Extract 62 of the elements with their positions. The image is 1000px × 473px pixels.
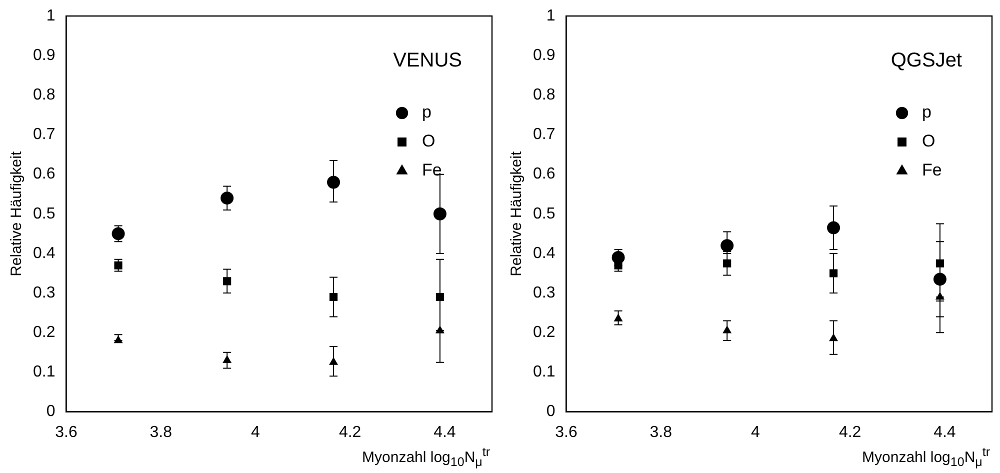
point [612,250,625,264]
point [933,272,946,286]
x-tick-label: 4.2 [338,424,362,441]
x-tick-label: 4.4 [934,424,956,441]
point [614,314,622,322]
y-tick-label: 0.9 [32,46,56,64]
point [936,292,944,300]
x-tick-label: 3.8 [650,424,672,441]
y-tick-label: 0.2 [532,324,556,342]
x-tick-label: 4 [751,424,760,441]
y-tick-label: 1 [46,7,56,24]
text: QGSJet [890,50,962,72]
y-tick-label: 0.2 [32,324,56,342]
y-tick-label: 0 [546,403,556,420]
point [829,334,838,342]
y-tick-label: 1 [546,7,556,24]
x-tick-label: 4.4 [434,424,456,441]
y-tick-label: 0.3 [32,284,56,302]
point [436,292,444,302]
y-tick-label: 0.1 [32,364,56,381]
point [936,259,944,268]
legend-label: Fe [922,160,942,180]
point [220,192,234,205]
y-tick-label: 0.6 [32,166,56,183]
x-tick-label: 4 [251,424,260,441]
y-tick-label: 0.6 [532,166,556,183]
legend-label: p [422,102,432,122]
legend-label: O [922,132,936,151]
point [329,358,338,365]
point [436,326,444,334]
point [722,326,732,334]
x-tick-label: 3.6 [555,424,578,441]
point [433,207,446,220]
legend-label: p [922,102,932,122]
point [223,277,232,286]
point [827,221,840,234]
point [329,292,338,302]
y-tick-label: 0.1 [532,364,556,381]
x-tick-label: 3.8 [150,424,172,441]
legend-label: O [422,132,436,151]
point [829,269,838,278]
y-tick-label: 0.9 [532,46,556,64]
y-axis-title: Relative Häufigkeit [508,150,526,276]
point [720,239,734,252]
point [222,356,232,363]
x-tick-label: 4.2 [838,424,862,441]
y-tick-label: 0.3 [532,284,556,302]
y-tick-label: 0.4 [32,244,56,262]
y-tick-label: 0.5 [32,205,56,222]
point [723,259,732,268]
x-tick-label: 3.6 [55,424,78,441]
y-tick-label: 0.8 [32,86,56,104]
y-tick-label: 0.7 [32,126,56,144]
text: VENUS [393,50,462,72]
y-tick-label: 0.7 [532,126,556,144]
y-tick-label: 0.4 [532,244,556,262]
y-tick-label: 0 [46,403,56,420]
y-tick-label: 0.5 [532,205,556,222]
y-tick-label: 0.8 [532,86,556,104]
legend-label: Fe [422,160,442,180]
point [327,176,340,189]
y-axis-title: Relative Häufigkeit [8,150,26,276]
